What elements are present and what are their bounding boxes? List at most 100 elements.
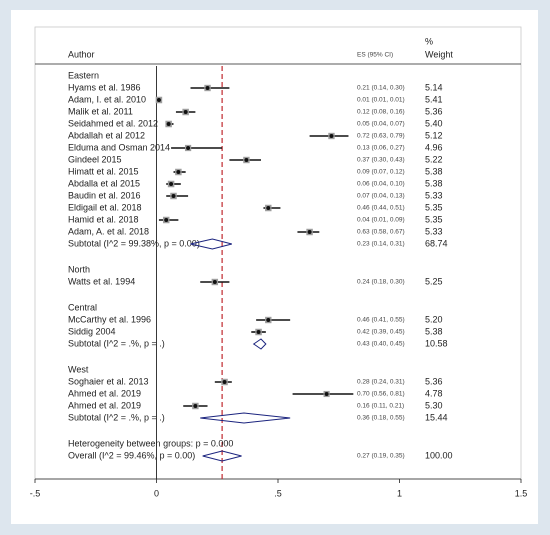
es-label: 0.16 (0.11, 0.21)	[357, 403, 404, 410]
point-estimate	[307, 230, 312, 234]
weight-label: 5.14	[425, 82, 443, 92]
study-label: Adam, I. et al. 2010	[68, 94, 146, 104]
point-estimate	[166, 122, 171, 126]
es-label: 0.21 (0.14, 0.30)	[357, 85, 405, 92]
group-label: West	[68, 364, 89, 374]
weight-label: 5.12	[425, 130, 443, 140]
group-label: Eastern	[68, 70, 99, 80]
es-label: 0.36 (0.18, 0.55)	[357, 415, 405, 422]
study-label: Siddig 2004	[68, 326, 116, 336]
pooled-diamond	[190, 238, 232, 250]
es-label: 0.23 (0.14, 0.31)	[357, 241, 405, 248]
x-tick-label: 0	[154, 488, 159, 498]
es-label: 0.24 (0.18, 0.30)	[357, 279, 405, 286]
weight-label: 5.38	[425, 326, 443, 336]
weight-label: 5.22	[425, 154, 443, 164]
point-estimate	[164, 218, 169, 222]
es-label: 0.46 (0.44, 0.51)	[357, 205, 405, 212]
het-label: Heterogeneity between groups: p = 0.000	[68, 438, 233, 448]
es-label: 0.42 (0.39, 0.45)	[357, 329, 405, 336]
x-tick-label: 1.5	[515, 488, 528, 498]
point-estimate	[156, 98, 161, 102]
point-estimate	[244, 158, 249, 162]
study-label: Ahmed et al. 2019	[68, 400, 141, 410]
weight-label: 4.78	[425, 388, 443, 398]
study-label: Eldigail et al. 2018	[68, 202, 142, 212]
es-label: 0.72 (0.63, 0.79)	[357, 133, 405, 140]
weight-label: 5.40	[425, 118, 443, 128]
es-label: 0.04 (0.01, 0.09)	[357, 217, 405, 224]
es-label: 0.37 (0.30, 0.43)	[357, 157, 405, 164]
study-label: Himatt et al. 2015	[68, 166, 139, 176]
weight-label: 5.33	[425, 190, 443, 200]
study-label: Ahmed et al. 2019	[68, 388, 141, 398]
study-label: Baudin et al. 2016	[68, 190, 141, 200]
point-estimate	[324, 392, 329, 396]
weight-label: 68.74	[425, 238, 448, 248]
weight-label: 10.58	[425, 338, 448, 348]
x-tick-label: 1	[397, 488, 402, 498]
pooled-diamond	[200, 412, 291, 424]
es-label: 0.06 (0.04, 0.10)	[357, 181, 405, 188]
pooled-diamond	[252, 338, 267, 350]
pooled-diamond	[202, 450, 242, 462]
header-weight: Weight	[425, 49, 453, 59]
point-estimate	[186, 146, 191, 150]
es-label: 0.01 (0.01, 0.01)	[357, 97, 405, 104]
point-estimate	[212, 280, 217, 284]
point-estimate	[256, 330, 261, 334]
header-pct: %	[425, 36, 433, 46]
es-label: 0.46 (0.41, 0.55)	[357, 317, 405, 324]
weight-label: 5.38	[425, 178, 443, 188]
es-label: 0.09 (0.07, 0.12)	[357, 169, 405, 176]
point-estimate	[205, 86, 210, 90]
x-tick-label: .5	[274, 488, 282, 498]
point-estimate	[266, 206, 271, 210]
study-label: Soghaier et al. 2013	[68, 376, 149, 386]
group-label: North	[68, 264, 90, 274]
header-es: ES (95% CI)	[357, 52, 393, 59]
weight-label: 100.00	[425, 450, 453, 460]
subtotal-label: Subtotal (I^2 = 99.38%, p = 0.00)	[68, 238, 200, 248]
es-label: 0.28 (0.24, 0.31)	[357, 379, 405, 386]
study-label: Seidahmed et al. 2012	[68, 118, 158, 128]
weight-label: 5.36	[425, 376, 443, 386]
study-label: Malik et al. 2011	[68, 106, 133, 116]
weight-label: 4.96	[425, 142, 443, 152]
weight-label: 5.33	[425, 226, 443, 236]
es-label: 0.43 (0.40, 0.45)	[357, 341, 405, 348]
point-estimate	[193, 404, 198, 408]
point-estimate	[222, 380, 227, 384]
subtotal-label: Subtotal (I^2 = .%, p = .)	[68, 338, 165, 348]
es-label: 0.63 (0.58, 0.67)	[357, 229, 405, 236]
point-estimate	[171, 194, 176, 198]
es-label: 0.70 (0.56, 0.81)	[357, 391, 405, 398]
plot-background	[11, 10, 538, 524]
study-label: McCarthy et al. 1996	[68, 314, 151, 324]
es-label: 0.27 (0.19, 0.35)	[357, 453, 405, 460]
point-estimate	[266, 318, 271, 322]
point-estimate	[169, 182, 174, 186]
study-label: Gindeel 2015	[68, 154, 122, 164]
weight-label: 5.25	[425, 276, 443, 286]
x-tick-label: -.5	[30, 488, 41, 498]
es-label: 0.05 (0.04, 0.07)	[357, 121, 405, 128]
weight-label: 5.20	[425, 314, 443, 324]
overall-label: Overall (I^2 = 99.46%, p = 0.00)	[68, 450, 195, 460]
group-label: Central	[68, 302, 97, 312]
point-estimate	[183, 110, 188, 114]
es-label: 0.12 (0.08, 0.16)	[357, 109, 405, 116]
study-label: Watts et al. 1994	[68, 276, 135, 286]
weight-label: 5.38	[425, 166, 443, 176]
weight-label: 5.35	[425, 202, 443, 212]
study-label: Hyams et al. 1986	[68, 82, 141, 92]
weight-label: 15.44	[425, 412, 448, 422]
study-label: Adam, A. et al. 2018	[68, 226, 149, 236]
es-label: 0.07 (0.04, 0.13)	[357, 193, 405, 200]
study-label: Elduma and Osman 2014	[68, 142, 170, 152]
point-estimate	[329, 134, 334, 138]
weight-label: 5.30	[425, 400, 443, 410]
header-author: Author	[68, 49, 95, 59]
